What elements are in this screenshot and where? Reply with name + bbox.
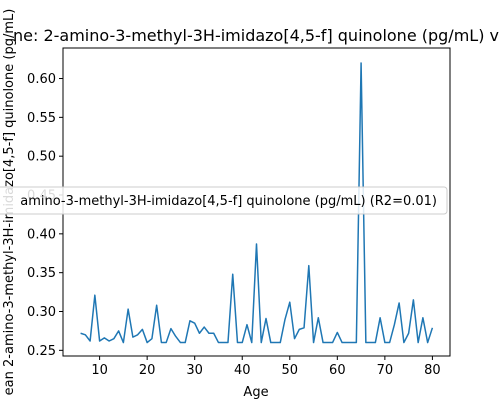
y-tick-label: 0.30 xyxy=(27,305,56,320)
chart-title: ne: 2-amino-3-methyl-3H-imidazo[4,5-f] q… xyxy=(13,26,499,45)
y-tick-label: 0.55 xyxy=(27,111,56,126)
y-tick-label: 0.35 xyxy=(27,266,56,281)
legend-label: amino-3-methyl-3H-imidazo[4,5-f] quinolo… xyxy=(20,194,437,209)
y-axis: 0.250.300.350.400.450.500.550.60 xyxy=(27,72,63,359)
x-tick-label: 60 xyxy=(329,363,346,378)
x-tick-label: 70 xyxy=(377,363,394,378)
y-tick-label: 0.60 xyxy=(27,72,56,87)
x-tick-label: 40 xyxy=(234,363,251,378)
x-tick-label: 30 xyxy=(186,363,203,378)
series-line xyxy=(80,62,434,344)
x-tick-label: 50 xyxy=(282,363,299,378)
y-tick-label: 0.25 xyxy=(27,344,56,359)
x-axis-label: Age xyxy=(243,385,268,400)
x-tick-label: 10 xyxy=(91,363,108,378)
x-axis: 10 20 30 40 50 60 70 80 xyxy=(91,356,441,378)
y-tick-label: 0.40 xyxy=(27,227,56,242)
legend-box xyxy=(0,186,448,215)
plot-area xyxy=(80,62,434,344)
y-tick-label: 0.50 xyxy=(27,150,56,165)
legend: amino-3-methyl-3H-imidazo[4,5-f] quinolo… xyxy=(0,186,448,215)
x-tick-label: 20 xyxy=(139,363,156,378)
x-tick-label: 80 xyxy=(424,363,441,378)
